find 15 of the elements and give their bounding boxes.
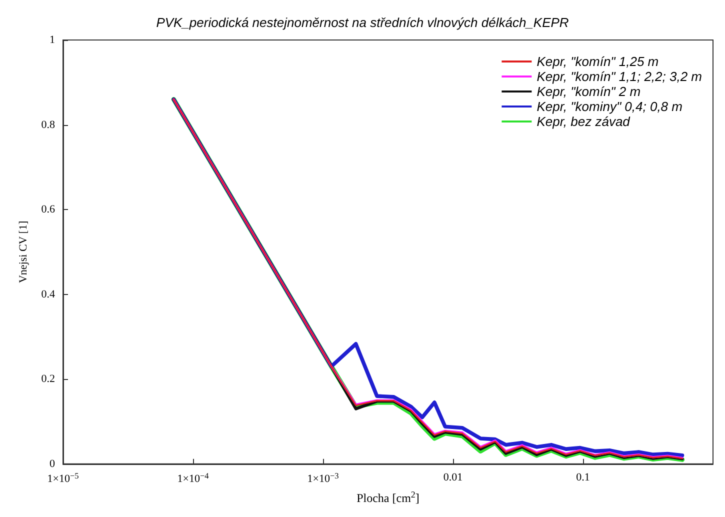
y-tick-label: 1 — [50, 34, 55, 46]
y-tick-label: 0.4 — [41, 288, 56, 300]
y-tick-label: 0.8 — [41, 118, 56, 131]
legend-label: Kepr, "komín" 2 m — [536, 84, 641, 99]
chart-title: PVK_periodická nestejnoměrnost na středních vlnových délkách_KEPR — [156, 15, 569, 30]
y-tick-label: 0.6 — [41, 204, 56, 216]
x-tick-label: 0.1 — [576, 471, 590, 484]
y-axis-title: Vnejsi CV [1] — [18, 220, 30, 284]
legend-label: Kepr, "komín" 1,25 m — [536, 54, 659, 69]
x-tick-label: 0.01 — [443, 471, 463, 484]
legend-label: Kepr, "kominy" 0,4; 0,8 m — [536, 99, 683, 114]
y-tick-label: 0.2 — [41, 373, 55, 386]
legend-label: Kepr, bez závad — [536, 114, 631, 129]
y-tick-label: 0 — [50, 458, 56, 470]
legend-label: Kepr, "komín" 1,1; 2,2; 3,2 m — [536, 69, 702, 84]
